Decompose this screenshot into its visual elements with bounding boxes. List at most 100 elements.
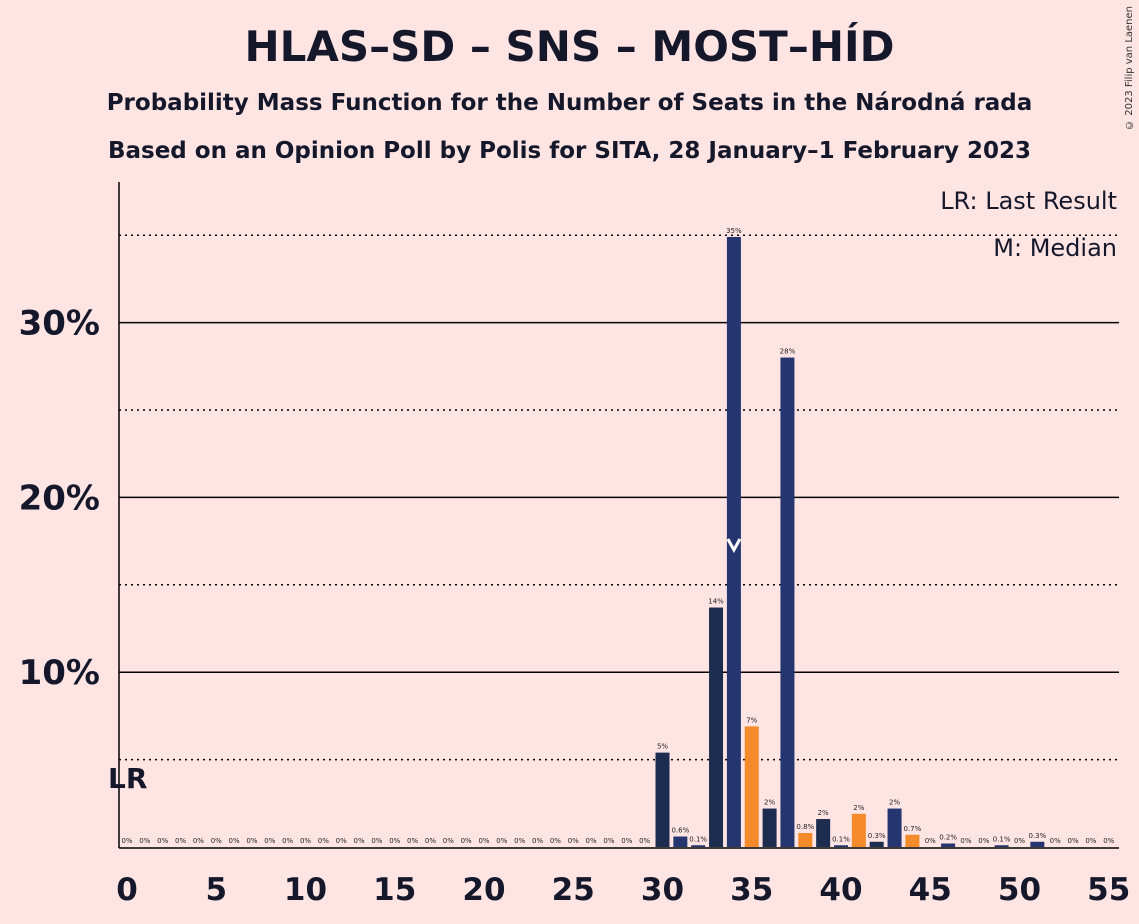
bar-seat-30 — [655, 752, 670, 847]
bar-label-seat-44: 0.7% — [904, 825, 922, 833]
bar-seat-36 — [762, 808, 777, 847]
bar-label-seat-41: 2% — [853, 804, 864, 812]
bar-label-seat-53: 0% — [1067, 837, 1078, 845]
last-result-marker: LR — [108, 762, 147, 795]
bar-label-seat-43: 2% — [889, 799, 900, 807]
bar-label-seat-45: 0% — [925, 837, 936, 845]
median-marker — [726, 538, 742, 554]
x-tick-label-45: 45 — [909, 872, 952, 908]
bar-label-seat-23: 0% — [532, 837, 543, 845]
bar-label-seat-22: 0% — [514, 837, 525, 845]
legend-entry-1: M: Median — [993, 234, 1117, 262]
bar-seat-40 — [834, 845, 848, 847]
bar-seat-51 — [1030, 841, 1045, 847]
y-tick-label-30pct: 30% — [19, 304, 100, 344]
bar-label-seat-25: 0% — [568, 837, 579, 845]
x-tick-label-35: 35 — [730, 872, 773, 908]
chart-subtitle-1: Probability Mass Function for the Number… — [106, 90, 1033, 116]
bar-label-seat-18: 0% — [443, 837, 454, 845]
bar-label-seat-6: 0% — [229, 837, 240, 845]
x-tick-label-10: 10 — [284, 872, 327, 908]
bar-label-seat-37: 28% — [780, 348, 796, 356]
bar-label-seat-26: 0% — [586, 837, 597, 845]
x-tick-label-30: 30 — [641, 872, 684, 908]
x-tick-label-5: 5 — [205, 872, 227, 908]
bar-label-seat-16: 0% — [407, 837, 418, 845]
bar-label-seat-3: 0% — [175, 837, 186, 845]
bar-label-seat-42: 0.3% — [868, 832, 886, 840]
bar-label-seat-48: 0% — [978, 837, 989, 845]
bar-label-seat-36: 2% — [764, 799, 775, 807]
bar-label-seat-19: 0% — [461, 837, 472, 845]
bar-label-seat-55: 0% — [1103, 837, 1114, 845]
bar-label-seat-21: 0% — [496, 837, 507, 845]
legend-entry-0: LR: Last Result — [940, 187, 1117, 215]
bar-seat-41 — [851, 813, 866, 847]
bar-label-seat-32: 0.1% — [689, 835, 707, 843]
chart-subtitle-2: Based on an Opinion Poll by Polis for SI… — [107, 138, 1032, 164]
bar-label-seat-46: 0.2% — [939, 834, 957, 842]
data-labels: 0% 0% 0% 0% 0% 0% 0% 0% 0% 0% 0% 0% 0% 0% 0% 0% 0% 0% 0% 0%… — [121, 227, 1114, 845]
bar-label-seat-12: 0% — [336, 837, 347, 845]
bar-label-seat-49: 0.1% — [993, 835, 1011, 843]
bar-label-seat-29: 0% — [639, 837, 650, 845]
bar-label-seat-33: 14% — [708, 598, 724, 606]
bar-label-seat-17: 0% — [425, 837, 436, 845]
bar-label-seat-28: 0% — [621, 837, 632, 845]
bar-label-seat-0: 0% — [121, 837, 132, 845]
bar-label-seat-54: 0% — [1085, 837, 1096, 845]
y-tick-label-20pct: 20% — [19, 478, 100, 518]
bar-label-seat-47: 0% — [960, 837, 971, 845]
bar-seat-42 — [869, 841, 884, 847]
bar-seat-33 — [709, 607, 724, 847]
x-tick-label-25: 25 — [552, 872, 595, 908]
bar-seat-31 — [673, 836, 688, 847]
bar-label-seat-38: 0.8% — [796, 823, 814, 831]
bar-label-seat-35: 7% — [746, 716, 757, 724]
bar-label-seat-1: 0% — [139, 837, 150, 845]
bar-seat-32 — [691, 845, 706, 847]
bar-label-seat-2: 0% — [157, 837, 168, 845]
bar-label-seat-52: 0% — [1050, 837, 1061, 845]
x-tick-label-40: 40 — [819, 872, 862, 908]
bar-seat-46 — [941, 843, 956, 847]
bar-label-seat-4: 0% — [193, 837, 204, 845]
bars — [655, 236, 1045, 847]
bar-label-seat-7: 0% — [246, 837, 257, 845]
gridlines — [119, 234, 1119, 761]
bar-seat-39 — [816, 819, 831, 847]
bar-label-seat-24: 0% — [550, 837, 561, 845]
bar-seat-37 — [780, 357, 795, 847]
x-tick-label-20: 20 — [462, 872, 505, 908]
bar-label-seat-8: 0% — [264, 837, 275, 845]
bar-label-seat-15: 0% — [389, 837, 400, 845]
axes: 0 5 10 15 20 25 30 35 40 45 50 55 10% 20% 30% LR — [19, 182, 1130, 908]
bar-label-seat-5: 0% — [211, 837, 222, 845]
y-tick-label-10pct: 10% — [19, 653, 100, 693]
x-tick-label-15: 15 — [373, 872, 416, 908]
bar-label-seat-31: 0.6% — [671, 827, 689, 835]
legend: LR: Last Result M: Median — [940, 187, 1117, 262]
bar-label-seat-27: 0% — [603, 837, 614, 845]
bar-seat-44 — [905, 834, 920, 847]
bar-seat-34 — [726, 236, 741, 847]
chart-title: HLAS–SD – SNS – MOST–HÍD — [244, 22, 895, 71]
bar-label-seat-14: 0% — [371, 837, 382, 845]
bar-label-seat-30: 5% — [657, 743, 668, 751]
bar-label-seat-10: 0% — [300, 837, 311, 845]
bar-label-seat-51: 0.3% — [1028, 832, 1046, 840]
bar-label-seat-34: 35% — [726, 227, 742, 235]
bar-seat-38 — [798, 833, 813, 847]
bar-label-seat-20: 0% — [478, 837, 489, 845]
x-tick-label-55: 55 — [1087, 872, 1130, 908]
bar-label-seat-9: 0% — [282, 837, 293, 845]
x-tick-label-50: 50 — [998, 872, 1041, 908]
bar-label-seat-39: 2% — [818, 809, 829, 817]
x-tick-label-0: 0 — [116, 872, 138, 908]
bar-label-seat-11: 0% — [318, 837, 329, 845]
bar-seat-49 — [994, 845, 1009, 847]
bar-seat-43 — [887, 808, 902, 847]
bar-label-seat-13: 0% — [353, 837, 364, 845]
